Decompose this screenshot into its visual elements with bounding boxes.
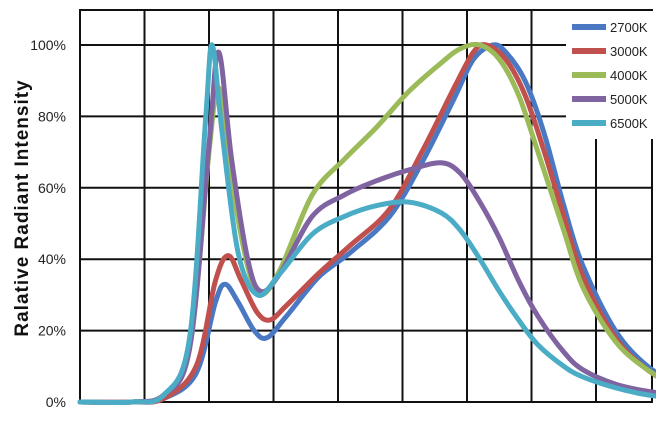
series-lines bbox=[77, 41, 656, 406]
series-line-6500k bbox=[77, 42, 656, 406]
series-line-5000k bbox=[77, 49, 656, 406]
legend-label-5000k: 5000K bbox=[610, 92, 648, 107]
legend: 2700K 3000K 4000K 5000K 6500K bbox=[566, 11, 654, 139]
y-tick-label: 20% bbox=[38, 323, 66, 339]
y-tick-label: 80% bbox=[38, 108, 66, 124]
y-axis-title: Ralative Radiant Intensity bbox=[12, 79, 33, 336]
plot-border bbox=[79, 9, 653, 403]
grid bbox=[79, 9, 653, 403]
legend-label-3000k: 3000K bbox=[610, 44, 648, 59]
legend-label-2700k: 2700K bbox=[610, 20, 648, 35]
y-tick-label: 100% bbox=[30, 37, 66, 53]
series-line-3000k bbox=[77, 42, 656, 405]
legend-label-4000k: 4000K bbox=[610, 68, 648, 83]
legend-label-6500k: 6500K bbox=[610, 116, 648, 131]
y-axis-ticks: 0% 20% 40% 60% 80% 100% bbox=[30, 37, 66, 410]
y-tick-label: 40% bbox=[38, 251, 66, 267]
series-line-2700k bbox=[77, 42, 656, 405]
y-tick-label: 60% bbox=[38, 180, 66, 196]
y-tick-label: 0% bbox=[46, 394, 66, 410]
